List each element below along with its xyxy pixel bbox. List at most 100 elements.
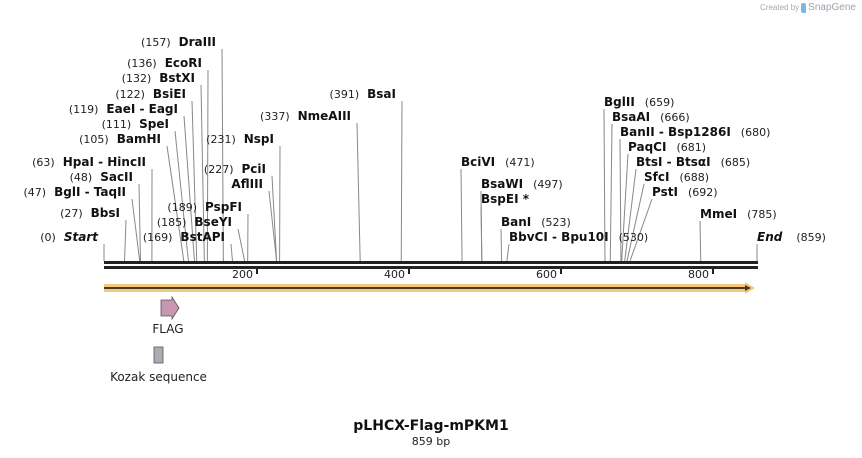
site-label[interactable]: Start (0) [40, 230, 99, 244]
enzyme-name: BseYI [194, 215, 232, 229]
enzyme-name: SfcI [644, 170, 669, 184]
site-label[interactable]: End (859) [757, 230, 826, 244]
site-label[interactable]: BciVI (471) [461, 155, 535, 169]
site-position: (391) [330, 88, 360, 101]
site-label[interactable]: BglI - TaqII (47) [24, 185, 127, 199]
site-label[interactable]: HpaI - HincII (63) [32, 155, 146, 169]
site-label[interactable]: BtsI - BtsαI (685) [636, 155, 750, 169]
site-line [268, 190, 278, 262]
site-line [400, 100, 403, 262]
top-strand [104, 261, 758, 264]
site-label[interactable]: BstXI (132) [122, 71, 195, 85]
feature-kozak-sequence[interactable]: Kozak sequence [110, 346, 207, 384]
site-position: (859) [796, 231, 826, 244]
enzyme-name: BstXI [159, 71, 195, 85]
site-lines [103, 48, 758, 262]
site-position: (119) [69, 103, 99, 116]
orf-arrow[interactable] [104, 282, 755, 294]
site-label[interactable]: BanII - Bsp1286I (680) [620, 125, 770, 139]
site-label[interactable]: NmeAIII (337) [260, 109, 351, 123]
site-line [629, 198, 653, 262]
feature-label: Kozak sequence [110, 370, 207, 384]
site-line [619, 138, 622, 262]
site-line [626, 183, 645, 262]
feature-label: FLAG [152, 322, 183, 336]
site-label[interactable]: SpeI (111) [102, 117, 169, 131]
site-label[interactable]: SfcI (688) [644, 170, 709, 184]
site-position: (523) [541, 216, 571, 229]
bottom-strand [104, 266, 758, 269]
ruler-tick [560, 268, 562, 274]
plasmid-length: 859 bp [411, 435, 451, 448]
site-label[interactable]: MmeI (785) [700, 207, 777, 221]
site-label[interactable]: AflIII [231, 177, 263, 191]
site-line [138, 183, 141, 262]
site-label[interactable]: DraIII (157) [141, 35, 216, 49]
ruler-tick [256, 268, 258, 274]
site-label[interactable]: EcoRI (136) [127, 56, 202, 70]
site-line [356, 122, 361, 262]
snapgene-logo-icon [801, 2, 807, 13]
enzyme-name: BsaAI [612, 110, 650, 124]
feature-arrow-icon [160, 295, 180, 321]
site-label[interactable]: BbvCI - Bpu10I (530) [509, 230, 648, 244]
enzyme-name: BtsI - BtsαI [636, 155, 711, 169]
site-line [271, 175, 278, 262]
site-label[interactable]: BglII (659) [604, 95, 674, 109]
site-label[interactable]: BanI (523) [501, 215, 571, 229]
site-label[interactable]: PaqCI (681) [628, 140, 706, 154]
site-position: (169) [143, 231, 173, 244]
site-label[interactable]: BsiEI (122) [115, 87, 186, 101]
site-label[interactable]: NspI (231) [206, 132, 274, 146]
enzyme-name: SpeI [139, 117, 169, 131]
ruler-tick-label: 200 [232, 268, 253, 281]
credit-prefix: Created by [760, 3, 800, 12]
enzyme-name: EaeI - EagI [106, 102, 178, 116]
site-label[interactable]: BsaAI (666) [612, 110, 690, 124]
enzyme-name: SacII [100, 170, 133, 184]
site-label[interactable]: BsaI (391) [330, 87, 396, 101]
site-line [609, 123, 613, 262]
enzyme-name: Start [64, 230, 99, 244]
site-label[interactable]: BseYI (185) [157, 215, 232, 229]
site-position: (666) [660, 111, 690, 124]
site-position: (189) [167, 201, 197, 214]
orf-core-head [745, 285, 751, 291]
site-label[interactable]: PstI (692) [652, 185, 718, 199]
feature-flag[interactable]: FLAG [152, 295, 184, 336]
enzyme-name: PciI [242, 162, 267, 176]
site-position: (27) [60, 207, 83, 220]
site-position: (530) [619, 231, 649, 244]
site-label[interactable]: EaeI - EagI (119) [69, 102, 178, 116]
plasmid-name: pLHCX-Flag-mPKM1 [353, 418, 509, 434]
site-position: (111) [102, 118, 132, 131]
enzyme-name: HpaI - HincII [63, 155, 146, 169]
site-position: (681) [676, 141, 706, 154]
enzyme-name: DraIII [179, 35, 216, 49]
site-label[interactable]: BbsI (27) [60, 206, 120, 220]
site-label[interactable]: BsaWI (497) [481, 177, 563, 191]
enzyme-name: BanI [501, 215, 531, 229]
site-label[interactable]: BamHI (105) [79, 132, 161, 146]
site-line [603, 108, 606, 262]
site-line [624, 168, 637, 262]
site-position: (680) [741, 126, 771, 139]
ruler: 200 400 600 800 [232, 268, 714, 281]
site-label[interactable]: BspEI * [481, 192, 530, 206]
site-label[interactable]: PspFI (189) [167, 200, 242, 214]
site-position: (688) [679, 171, 709, 184]
site-label[interactable]: SacII (48) [70, 170, 133, 184]
ruler-tick-label: 400 [384, 268, 405, 281]
enzyme-name: MmeI [700, 207, 737, 221]
enzyme-name: BbvCI - Bpu10I [509, 230, 609, 244]
ruler-tick [712, 268, 714, 274]
ruler-tick [408, 268, 410, 274]
enzyme-name: BamHI [117, 132, 161, 146]
site-position: (0) [40, 231, 56, 244]
site-label[interactable]: PciI (227) [204, 162, 266, 176]
site-position: (47) [24, 186, 47, 199]
site-label[interactable]: BstAPI (169) [143, 230, 225, 244]
site-line [191, 100, 198, 262]
enzyme-name: BbsI [91, 206, 120, 220]
enzyme-name: BstAPI [180, 230, 225, 244]
